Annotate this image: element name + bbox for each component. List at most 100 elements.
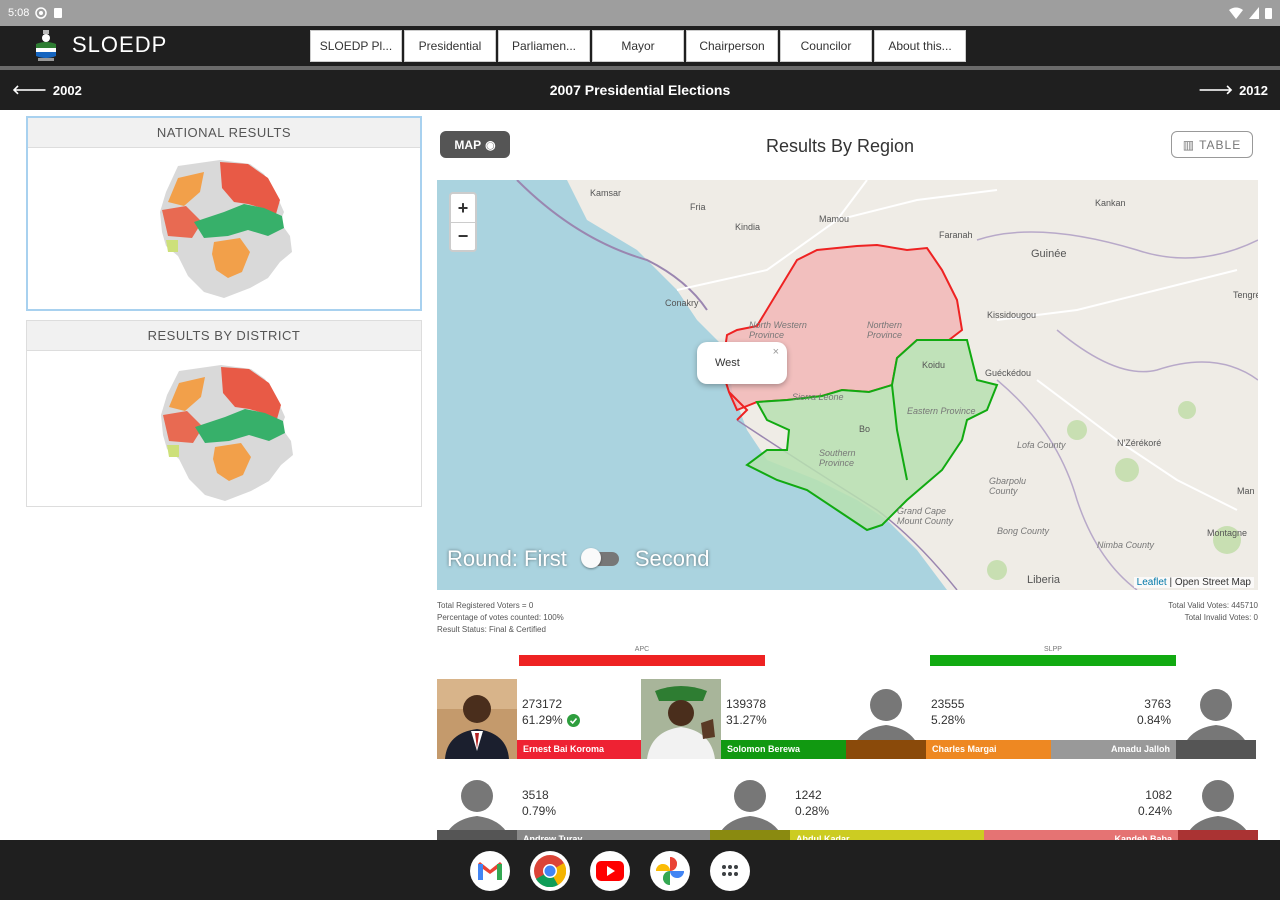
nav-chairperson[interactable]: Chairperson	[686, 30, 778, 62]
map-label-mamou: Mamou	[819, 214, 850, 224]
photos-icon[interactable]	[650, 851, 690, 891]
close-icon[interactable]: ×	[772, 346, 779, 358]
candidate-card-turay[interactable]: 3518 0.79% Andrew Turay	[437, 770, 710, 850]
main-nav: SLOEDP Pl... Presidential Parliamen... M…	[310, 30, 966, 62]
candidate-card-baba[interactable]: 1082 0.24% Kandeh Baba	[984, 770, 1258, 850]
turay-vote-count: 3518	[522, 788, 549, 802]
settings-status-icon	[35, 7, 48, 19]
map-view-button[interactable]: MAP ◉	[440, 131, 510, 158]
baba-votes: 1082 0.24%	[984, 787, 1172, 819]
next-year-button[interactable]: 🡒 2012	[1198, 82, 1268, 98]
chrome-icon[interactable]	[530, 851, 570, 891]
koroma-name: Ernest Bai Koroma	[517, 740, 641, 759]
berewa-name: Solomon Berewa	[721, 740, 846, 759]
results-map[interactable]: Kamsar Fria Mamou Faranah Kankan Kindia …	[437, 180, 1258, 590]
arrow-right-icon: 🡒	[1198, 82, 1234, 97]
zoom-in-button[interactable]: +	[457, 197, 469, 218]
candidate-card-margai[interactable]: 23555 5.28% Charles Margai	[846, 679, 1051, 759]
map-label-guinee: Guinée	[1031, 248, 1067, 260]
globe-icon: ◉	[485, 137, 496, 152]
nav-sloedp-platform[interactable]: SLOEDP Pl...	[310, 30, 402, 62]
kadar-percent: 0.28%	[795, 804, 830, 818]
region-popup: West ×	[697, 342, 787, 384]
candidate-card-berewa[interactable]: 139378 31.27% Solomon Berewa	[641, 679, 846, 759]
map-label-conakry: Conakry	[665, 298, 699, 308]
battery-icon	[1265, 8, 1272, 19]
youtube-icon[interactable]	[590, 851, 630, 891]
registered-voters: Total Registered Voters = 0	[437, 601, 534, 610]
android-dock	[0, 840, 1280, 900]
signal-icon	[1249, 7, 1259, 19]
nav-parliamentary[interactable]: Parliamen...	[498, 30, 590, 62]
round-toggle: Round: First Second	[447, 546, 709, 572]
map-label-man: Man	[1237, 486, 1255, 496]
round-second-label: Second	[634, 546, 710, 571]
map-label-faranah: Faranah	[939, 230, 973, 240]
table-view-button[interactable]: ▥ TABLE	[1171, 131, 1253, 158]
district-results-title: RESULTS BY DISTRICT	[27, 321, 421, 351]
candidate-card-jalloh[interactable]: 3763 0.84% Amadu Jalloh	[1051, 679, 1258, 759]
jalloh-votes: 3763 0.84%	[1051, 696, 1171, 728]
national-results-title: NATIONAL RESULTS	[28, 118, 420, 148]
party-slpp-label: SLPP	[1044, 646, 1062, 653]
nav-mayor[interactable]: Mayor	[592, 30, 684, 62]
clock: 5:08	[8, 7, 30, 19]
baba-percent: 0.24%	[1137, 804, 1172, 818]
koroma-vote-count: 273172	[522, 697, 563, 711]
arrow-left-icon: 🡐	[12, 82, 47, 97]
clipboard-icon	[54, 8, 63, 18]
map-label-fria: Fria	[690, 202, 706, 212]
turay-votes: 3518 0.79%	[522, 787, 556, 819]
candidate-card-koroma[interactable]: 273172 61.29% Ernest Bai Koroma	[437, 679, 722, 759]
national-results-map	[160, 160, 292, 298]
election-title: 2007 Presidential Elections	[549, 82, 731, 98]
gmail-icon[interactable]	[470, 851, 510, 891]
candidate-photo-jalloh	[1176, 679, 1256, 759]
map-label-lofa: Lofa County	[1017, 440, 1066, 450]
prev-year-button[interactable]: 🡐 2002	[12, 82, 82, 98]
jalloh-percent: 0.84%	[1136, 713, 1171, 727]
map-label-sierra-leone: Sierra Leone	[792, 392, 844, 402]
sloedp-logo-icon	[36, 30, 56, 61]
map-label-e-province: Eastern Province	[907, 406, 976, 416]
candidate-card-kadar[interactable]: 1242 0.28% Abdul Kadar	[710, 770, 984, 850]
leaflet-link[interactable]: Leaflet	[1136, 577, 1167, 588]
app-drawer-icon[interactable]	[710, 851, 750, 891]
map-attribution: Leaflet | Open Street Map	[1133, 577, 1254, 588]
divider	[0, 66, 1280, 70]
kadar-vote-count: 1242	[795, 788, 822, 802]
status-bar: 5:08	[0, 0, 1280, 26]
party-apc: APC	[519, 646, 765, 666]
national-results-card[interactable]: NATIONAL RESULTS	[26, 116, 422, 311]
candidate-photo-baba	[1178, 770, 1258, 850]
map-label-kissidougou: Kissidougou	[987, 310, 1037, 320]
percent-counted: Percentage of votes counted: 100%	[437, 613, 564, 622]
party-slpp: SLPP	[930, 646, 1176, 666]
map-label-nimba: Nimba County	[1097, 540, 1155, 550]
stats-left: Total Registered Voters = 0 Percentage o…	[437, 600, 564, 636]
next-year-label: 2012	[1239, 82, 1268, 98]
map-label-nw-province: North Western Province	[749, 320, 807, 340]
nav-presidential[interactable]: Presidential	[404, 30, 496, 62]
candidate-photo-kadar	[710, 770, 790, 850]
results-title: Results By Region	[765, 136, 915, 156]
map-label-bong: Bong County	[997, 526, 1050, 536]
round-switch[interactable]	[580, 548, 619, 568]
nav-councilor[interactable]: Councilor	[780, 30, 872, 62]
round-first-label: Round: First	[447, 546, 567, 571]
stats-right: Total Valid Votes: 445710 Total Invalid …	[1168, 600, 1258, 624]
baba-vote-count: 1082	[1145, 788, 1172, 802]
kadar-votes: 1242 0.28%	[795, 787, 829, 819]
koroma-percent: 61.29%	[522, 713, 563, 727]
table-icon: ▥	[1182, 137, 1196, 152]
winner-check-icon	[566, 713, 580, 727]
turay-percent: 0.79%	[522, 804, 557, 818]
party-apc-bar	[519, 655, 765, 666]
margai-percent: 5.28%	[931, 713, 966, 727]
nav-about[interactable]: About this...	[874, 30, 966, 62]
map-label-kindia: Kindia	[735, 222, 761, 232]
margai-name: Charles Margai	[926, 740, 1051, 759]
wifi-icon	[1229, 7, 1243, 19]
zoom-out-button[interactable]: −	[451, 222, 475, 250]
district-results-card[interactable]: RESULTS BY DISTRICT	[26, 320, 422, 507]
